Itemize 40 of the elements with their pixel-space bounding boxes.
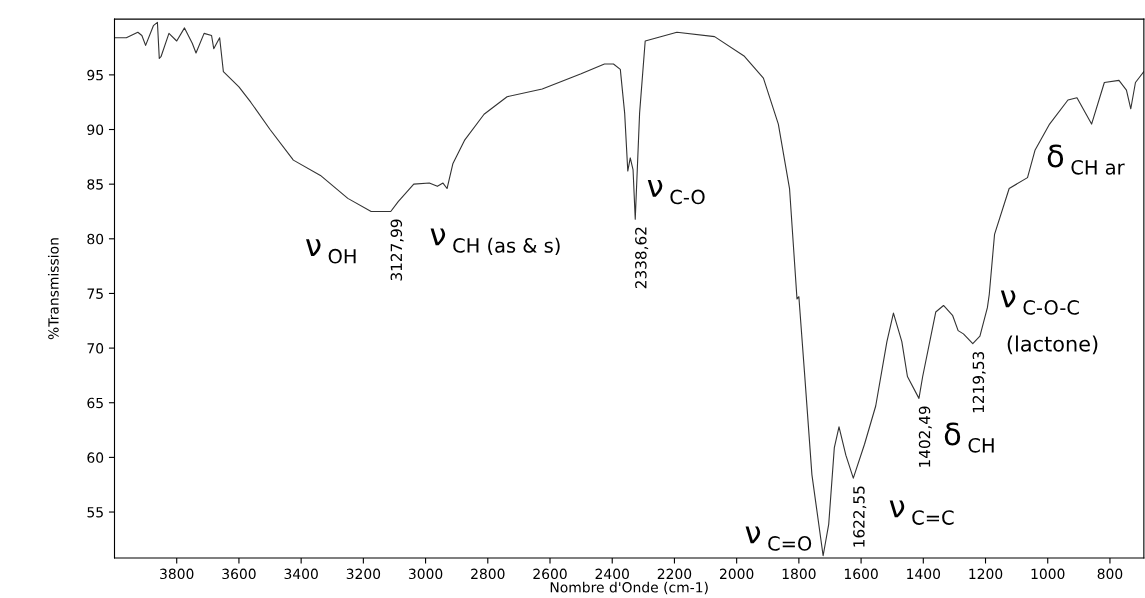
annotation: νCH (as & s) [430,228,560,256]
y-tick-label: 95 [87,69,103,81]
x-tick-label: 2800 [471,568,505,580]
x-tick-label: 3400 [284,568,318,580]
x-tick-label: 3000 [408,568,443,580]
x-tick-label: 2200 [657,568,692,580]
annotation: 1402,49 [918,406,932,467]
x-tick-label: 3600 [222,568,256,580]
y-tick-label: 80 [87,233,104,245]
annotation: νOH [306,239,356,264]
annotation: νC-O [647,180,705,205]
x-tick-label: 1200 [969,568,1003,580]
annotation: 3127,99 [390,219,404,281]
y-tick-label: 90 [87,124,104,135]
x-tick-label: 1600 [844,568,878,580]
y-tick-label: 75 [87,288,103,299]
annotation: 1622,55 [853,486,867,547]
x-tick-label: 2000 [720,568,754,580]
x-tick-label: 3200 [346,568,381,580]
x-tick-label: 1000 [1031,568,1065,580]
y-tick-label: 55 [87,507,103,518]
x-tick-label: 1800 [782,568,816,580]
annotation: νC=O [745,526,812,551]
y-tick-label: 85 [87,179,103,190]
y-tick-label: 60 [87,452,104,463]
annotation: 1219,53 [972,351,986,413]
x-tick-label: 3800 [160,568,194,580]
y-axis-title: %Transmission [47,238,59,340]
y-tick-label: 70 [87,343,104,354]
line-series [114,21,1144,557]
annotation: νC=C [889,500,954,525]
x-tick-label: 2400 [595,568,629,580]
annotation: (lactone) [1007,335,1098,355]
y-tick-label: 65 [87,397,103,409]
x-axis-title: Nombre d'Onde (cm-1) [550,581,708,595]
x-tick-label: 800 [1097,568,1123,580]
x-tick-label: 1400 [907,568,941,580]
annotation: νC-O-C [1000,290,1079,315]
annotation: 2338,62 [635,227,649,289]
x-tick-label: 2600 [533,568,567,580]
